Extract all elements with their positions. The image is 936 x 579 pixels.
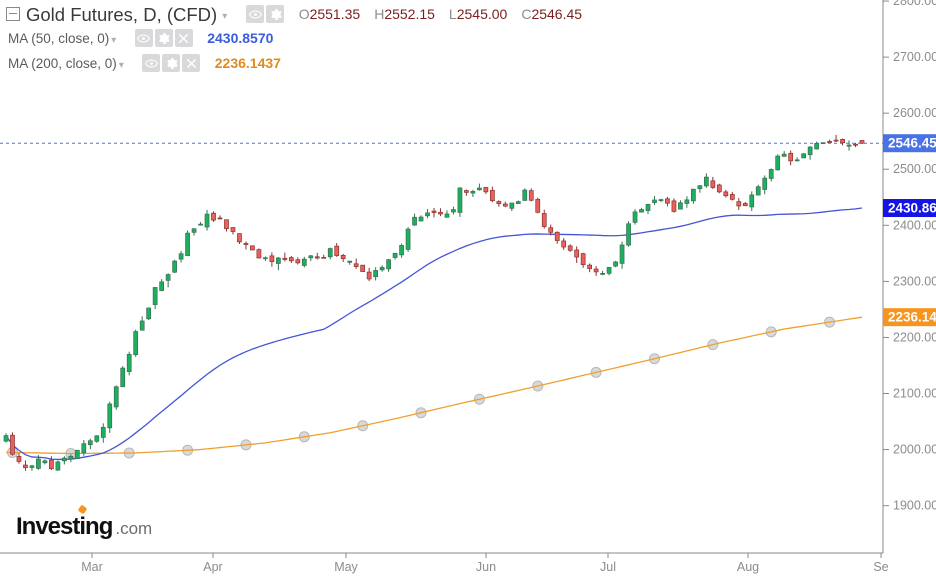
svg-text:2600.00: 2600.00 <box>893 106 936 120</box>
svg-text:Mar: Mar <box>81 560 103 574</box>
svg-text:1900.00: 1900.00 <box>893 499 936 513</box>
svg-text:Jul: Jul <box>600 560 616 574</box>
svg-text:2430.86: 2430.86 <box>888 201 936 216</box>
svg-text:Apr: Apr <box>203 560 222 574</box>
svg-text:Jun: Jun <box>476 560 496 574</box>
svg-text:2236.14: 2236.14 <box>888 310 936 325</box>
svg-text:2500.00: 2500.00 <box>893 162 936 176</box>
svg-text:Aug: Aug <box>737 560 759 574</box>
svg-text:Se: Se <box>873 560 888 574</box>
svg-text:2100.00: 2100.00 <box>893 387 936 401</box>
svg-text:2800.00: 2800.00 <box>893 0 936 8</box>
svg-text:2200.00: 2200.00 <box>893 330 936 344</box>
svg-text:2000.00: 2000.00 <box>893 443 936 457</box>
svg-text:2300.00: 2300.00 <box>893 274 936 288</box>
svg-text:May: May <box>334 560 358 574</box>
svg-text:2546.45: 2546.45 <box>888 136 936 151</box>
svg-text:2700.00: 2700.00 <box>893 50 936 64</box>
svg-text:2400.00: 2400.00 <box>893 218 936 232</box>
